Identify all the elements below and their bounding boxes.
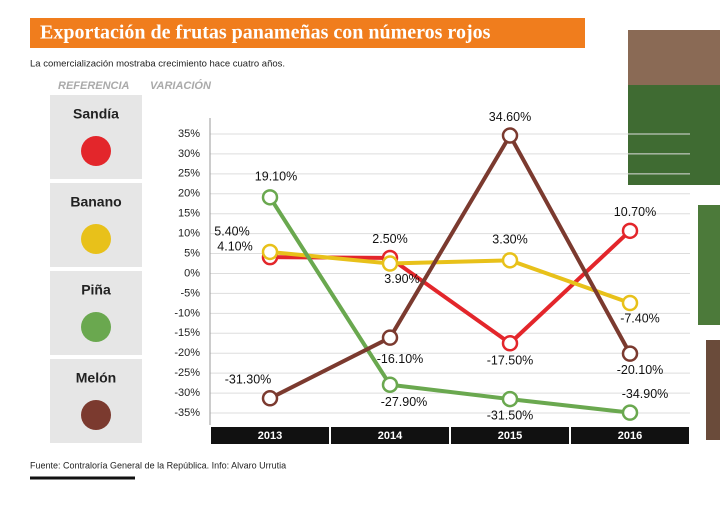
data-label: 3.30% xyxy=(492,233,527,247)
y-tick-label: 5% xyxy=(184,247,200,259)
data-label: -31.30% xyxy=(225,373,272,387)
series-line xyxy=(268,196,631,415)
point xyxy=(381,329,399,346)
y-tick-label: 0% xyxy=(184,267,200,279)
data-label: 5.40% xyxy=(214,224,249,238)
legend-label: Sandía xyxy=(73,106,119,122)
data-label: 10.70% xyxy=(614,205,656,219)
y-tick-label: -25% xyxy=(174,367,200,379)
point xyxy=(501,252,519,269)
legend-swatch xyxy=(81,136,111,166)
data-label: -17.50% xyxy=(487,354,534,368)
data-label: -34.90% xyxy=(622,387,669,401)
legend-swatch xyxy=(81,224,111,254)
y-tick-label: -5% xyxy=(180,287,200,299)
chart-title: Exportación de frutas panameñas con núme… xyxy=(40,22,491,44)
y-tick-label: 15% xyxy=(178,208,200,220)
title-banner xyxy=(30,18,585,48)
point xyxy=(621,345,639,362)
data-label: -27.90% xyxy=(381,395,428,409)
y-tick-label: -35% xyxy=(174,407,200,419)
point xyxy=(381,376,399,393)
x-tick-label: 2014 xyxy=(378,430,403,442)
point xyxy=(501,390,519,408)
data-label: 4.10% xyxy=(217,239,252,253)
series-line xyxy=(269,133,632,401)
chart-subtitle: La comercialización mostraba crecimiento… xyxy=(30,59,285,70)
point xyxy=(621,222,639,240)
legend-title: REFERENCIA xyxy=(58,80,130,92)
x-tick-box xyxy=(331,427,449,444)
point xyxy=(261,243,279,261)
point xyxy=(501,335,519,352)
y-tick-label: -30% xyxy=(174,387,200,399)
x-tick-box xyxy=(571,427,689,444)
point xyxy=(621,404,639,421)
y-tick-label: 30% xyxy=(178,148,200,160)
x-tick-label: 2015 xyxy=(498,430,522,442)
y-tick-label: -20% xyxy=(174,347,200,359)
y-tick-label: 35% xyxy=(178,128,200,140)
series-line xyxy=(269,249,631,305)
x-tick-label: 2013 xyxy=(258,430,282,442)
data-label: 2.50% xyxy=(372,232,407,246)
y-tick-label: -15% xyxy=(174,327,200,339)
source: Fuente: Contraloría General de la Repúbl… xyxy=(30,460,286,470)
y-tick-label: -10% xyxy=(174,307,200,319)
photo xyxy=(698,205,720,325)
data-label: -7.40% xyxy=(620,311,660,325)
photo-detail xyxy=(628,30,720,85)
legend-swatch xyxy=(81,400,111,430)
point xyxy=(261,390,279,407)
point xyxy=(261,189,279,206)
x-tick-box xyxy=(451,427,569,444)
point xyxy=(501,127,519,144)
y-axis-label: VARIACIÓN xyxy=(150,79,212,92)
point xyxy=(621,294,639,312)
legend-label: Piña xyxy=(81,282,111,298)
y-tick-label: 20% xyxy=(178,188,200,200)
legend-label: Melón xyxy=(76,370,116,386)
data-label: 3.90% xyxy=(384,272,419,286)
data-label: -20.10% xyxy=(617,363,664,377)
series-line xyxy=(269,229,632,346)
point xyxy=(381,255,399,272)
photo xyxy=(706,340,720,440)
x-tick-label: 2016 xyxy=(618,430,642,442)
x-tick-box xyxy=(211,427,329,444)
data-label: 34.60% xyxy=(489,110,531,124)
data-label: -31.50% xyxy=(487,408,534,422)
legend-label: Banano xyxy=(70,194,121,210)
legend-swatch xyxy=(81,312,111,342)
y-tick-label: 25% xyxy=(178,168,200,180)
data-label: 19.10% xyxy=(255,170,297,184)
y-tick-label: 10% xyxy=(178,228,200,240)
data-label: -16.10% xyxy=(377,352,424,366)
